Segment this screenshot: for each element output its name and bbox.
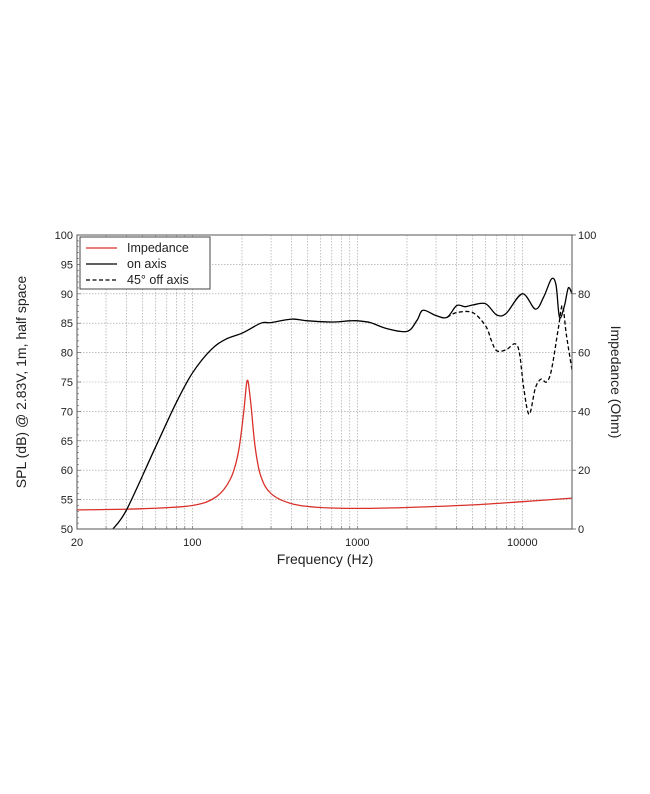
- series-line-45-off-axis: [446, 304, 572, 415]
- y2-tick-label: 40: [578, 406, 590, 418]
- y2-axis-label: Impedance (Ohm): [608, 326, 624, 439]
- y2-tick-label: 100: [578, 230, 596, 242]
- y-tick-label: 60: [61, 465, 73, 477]
- x-tick-label: 10000: [507, 537, 538, 549]
- x-axis-label: Frequency (Hz): [277, 551, 373, 567]
- y2-tick-label: 20: [578, 465, 590, 477]
- y2-tick-label: 60: [578, 348, 590, 360]
- y-tick-label: 85: [61, 318, 73, 330]
- y2-tick-label: 0: [578, 524, 584, 536]
- legend-label-impedance: Impedance: [127, 241, 189, 255]
- y-tick-label: 90: [61, 289, 73, 301]
- y-tick-label: 70: [61, 406, 73, 418]
- y-axis-label: SPL (dB) @ 2.83V, 1m, half space: [13, 276, 29, 489]
- y-tick-label: 95: [61, 259, 73, 271]
- y-tick-label: 80: [61, 348, 73, 360]
- series-line-on-axis: [112, 277, 572, 529]
- y-tick-label: 65: [61, 436, 73, 448]
- legend-label-on-axis: on axis: [127, 257, 167, 271]
- x-tick-label: 20: [71, 537, 83, 549]
- legend: Impedance on axis 45° off axis: [79, 236, 211, 290]
- y2-tick-label: 80: [578, 289, 590, 301]
- legend-label-off-axis: 45° off axis: [127, 273, 189, 287]
- y-tick-label: 100: [55, 230, 73, 242]
- x-tick-label: 1000: [345, 537, 369, 549]
- curves: [77, 277, 572, 529]
- y-tick-label: 50: [61, 524, 73, 536]
- x-tick-label: 100: [183, 537, 201, 549]
- y-tick-label: 75: [61, 377, 73, 389]
- series-line-impedance: [77, 379, 572, 511]
- y-tick-label: 55: [61, 495, 73, 507]
